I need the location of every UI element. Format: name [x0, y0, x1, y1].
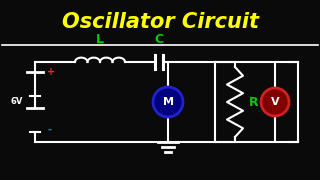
- Text: +: +: [47, 67, 55, 77]
- Text: R: R: [249, 96, 259, 109]
- Circle shape: [261, 88, 289, 116]
- Text: V: V: [271, 97, 279, 107]
- Text: M: M: [163, 97, 173, 107]
- Text: 6V: 6V: [11, 98, 23, 107]
- Text: C: C: [155, 33, 164, 46]
- Circle shape: [153, 87, 183, 117]
- Text: -: -: [47, 125, 51, 135]
- Text: Oscillator Circuit: Oscillator Circuit: [61, 12, 259, 32]
- Text: L: L: [96, 33, 104, 46]
